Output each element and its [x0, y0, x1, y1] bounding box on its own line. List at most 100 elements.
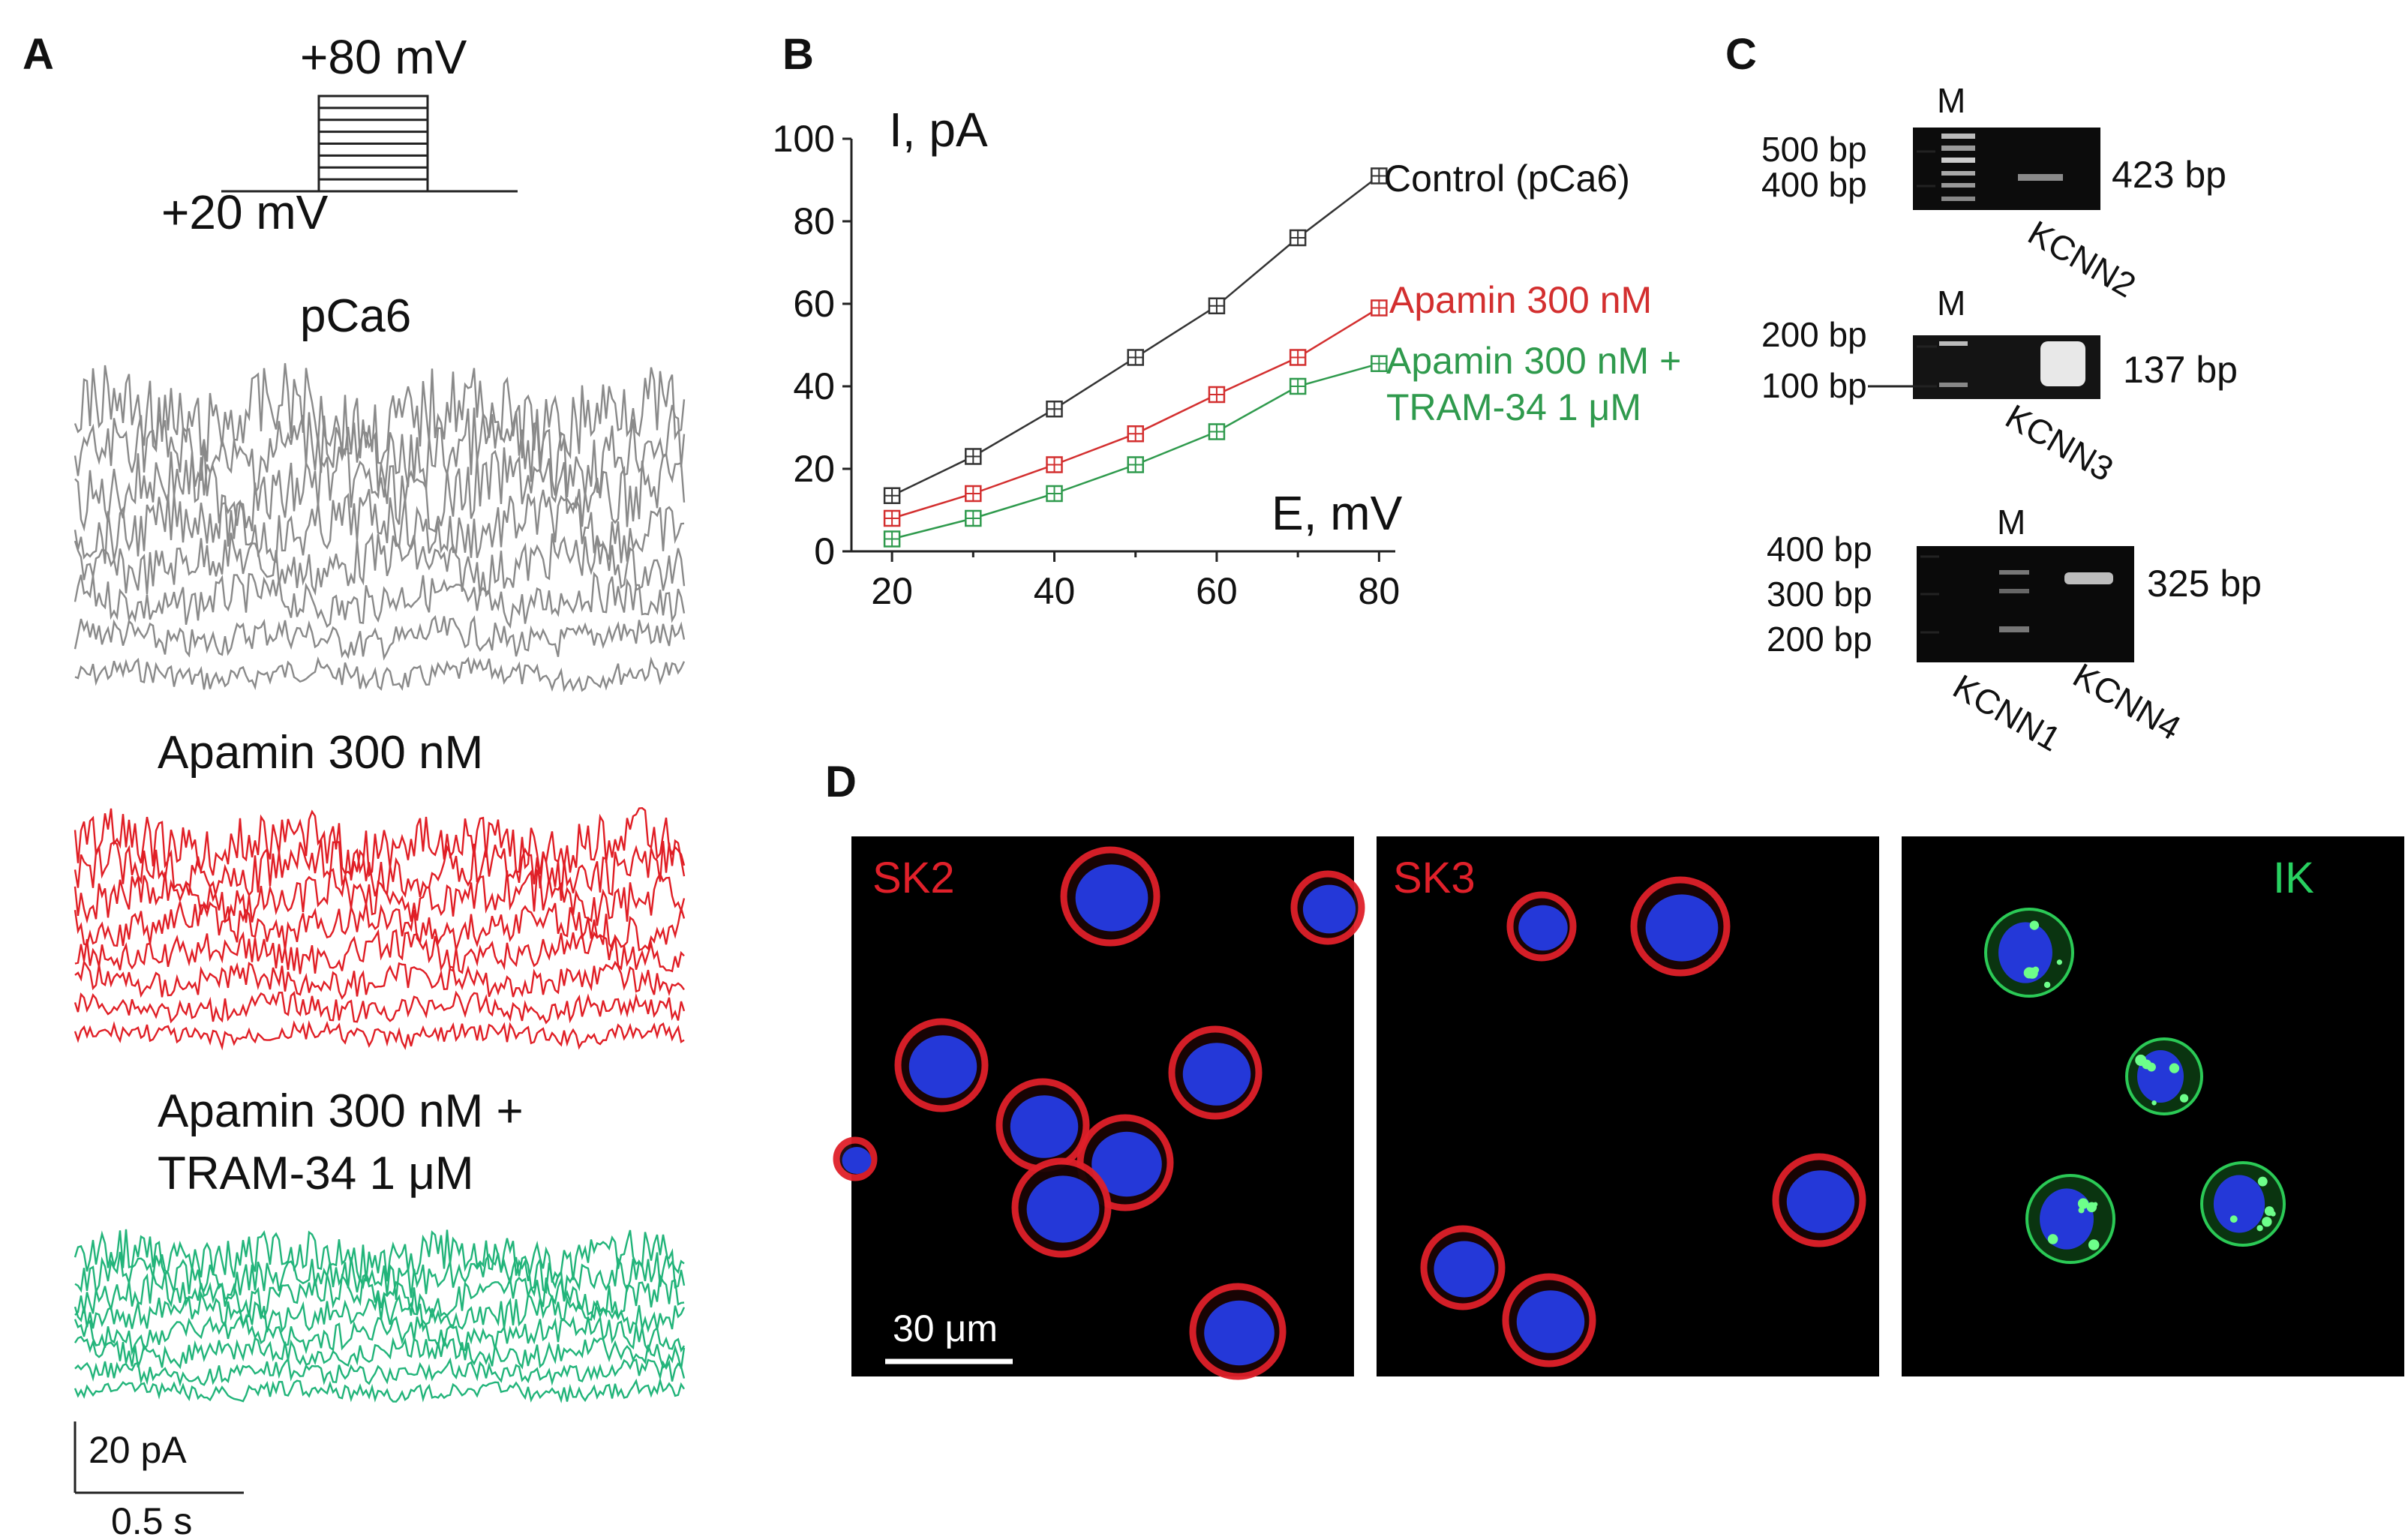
- y-tick-label: 0: [814, 530, 835, 572]
- stain-label: SK2: [872, 854, 955, 902]
- current-trace: [74, 1271, 685, 1321]
- panel-d-label: D: [825, 758, 857, 806]
- micrograph-sk3: SK3: [1377, 836, 1879, 1376]
- current-trace: [74, 1313, 686, 1356]
- cell: [2025, 1174, 2115, 1264]
- current-traces-pca6: [74, 363, 686, 692]
- chart-ticks: 0 20 40 60 80 100 20 40 60 80: [773, 118, 1401, 612]
- y-tick-label: 80: [793, 200, 835, 242]
- y-tick-label: 40: [793, 365, 835, 407]
- pcr-band: [2064, 572, 2113, 584]
- cell: [833, 1136, 878, 1181]
- y-tick-label: 20: [793, 448, 835, 490]
- ladder-label: 100 bp: [1761, 366, 1867, 405]
- x-tick-label: 80: [1359, 570, 1401, 612]
- gene-label: KCNN3: [1999, 397, 2120, 489]
- data-point: [965, 448, 982, 465]
- cell: [1502, 1273, 1596, 1367]
- gel-marker-label: M: [1937, 81, 1965, 120]
- cell: [1420, 1225, 1506, 1310]
- data-point: [1371, 167, 1388, 185]
- data-point: [1127, 349, 1144, 366]
- cell: [995, 1078, 1090, 1172]
- trace-label-apamin-tram-line2: TRAM-34 1 μM: [158, 1148, 474, 1199]
- panel-a-label: A: [23, 30, 54, 79]
- cell: [1772, 1153, 1866, 1247]
- ladder-label: 300 bp: [1767, 575, 1872, 614]
- gel-kcnn2: M 500 bp 400 bp 423 bp KCNN2: [1761, 81, 2226, 305]
- protocol-step-lines: [319, 107, 428, 181]
- scalebar-time-label: 0.5 s: [111, 1500, 192, 1540]
- current-trace: [74, 959, 685, 1000]
- gene-label: KCNN2: [2022, 213, 2142, 305]
- cell: [1060, 846, 1160, 947]
- cell: [1189, 1283, 1287, 1380]
- data-point: [883, 530, 901, 548]
- gel-kcnn3: M 200 bp 100 bp 137 bp KCNN3: [1761, 284, 2238, 489]
- cell: [2200, 1161, 2286, 1247]
- data-point: [965, 509, 982, 527]
- current-trace: [74, 532, 686, 598]
- chart-series: [883, 167, 1388, 548]
- current-trace: [74, 839, 686, 902]
- current-trace: [74, 572, 686, 629]
- protocol-holding-voltage: +20 mV: [161, 185, 329, 239]
- panel-c-label: C: [1725, 30, 1757, 79]
- current-trace: [74, 488, 685, 564]
- data-point: [1208, 423, 1226, 440]
- micrograph-ik: IK: [1902, 836, 2404, 1376]
- ladder-lane: [1941, 134, 1975, 201]
- cell-group: [833, 846, 1365, 1380]
- ladder-label: 200 bp: [1761, 315, 1867, 354]
- data-point: [1046, 456, 1063, 473]
- data-point: [1371, 299, 1388, 317]
- data-point: [1127, 425, 1144, 443]
- panel-a: A +80 mV +20 mV pCa6 Apamin 300 nM Apami…: [23, 30, 686, 1540]
- current-trace: [74, 1247, 686, 1301]
- trace-label-apamin-tram-line1: Apamin 300 nM +: [158, 1085, 524, 1137]
- scalebar-current-label: 20 pA: [89, 1429, 187, 1471]
- series-label-apamin-tram-line1: Apamin 300 nM +: [1386, 340, 1681, 382]
- cell: [1290, 870, 1365, 945]
- panel-d: D SK2 30 μm SK3 IK: [825, 758, 2404, 1380]
- current-trace: [74, 929, 685, 974]
- band-size-label: 137 bp: [2123, 349, 2238, 391]
- pcr-band: [2018, 174, 2063, 181]
- current-trace: [74, 1229, 685, 1283]
- panel-b-label: B: [782, 30, 814, 79]
- current-trace: [74, 1376, 686, 1403]
- iv-chart: 0 20 40 60 80 100 20 40 60 80 I, pA E, mV Control…: [773, 103, 1682, 612]
- micrograph-sk2: SK2 30 μm: [833, 836, 1365, 1380]
- current-trace: [74, 1356, 686, 1387]
- data-point: [1371, 355, 1388, 372]
- current-trace: [74, 868, 686, 926]
- band-size-label: 423 bp: [2112, 154, 2226, 196]
- current-trace: [74, 1335, 686, 1370]
- band-size-label: 325 bp: [2147, 563, 2262, 605]
- current-trace: [74, 1290, 686, 1334]
- current-trace: [74, 806, 686, 878]
- data-point: [1289, 349, 1307, 366]
- x-tick-label: 60: [1196, 570, 1238, 612]
- data-point: [1046, 401, 1063, 418]
- y-tick-label: 60: [793, 283, 835, 325]
- stain-label: IK: [2273, 854, 2314, 902]
- series-label-control: Control (pCa6): [1384, 158, 1630, 200]
- ladder-label: 200 bp: [1767, 620, 1872, 659]
- trace-label-pca6: pCa6: [300, 290, 411, 342]
- micrograph-scalebar-label: 30 μm: [893, 1307, 998, 1349]
- panel-b: B 0 20 40 60 80 100 20 40 60 80 I, pA E, mV Contr…: [773, 30, 1682, 612]
- panel-c: C M 500 bp 400 bp 423 bp KCNN2 M 200 bp …: [1725, 30, 2262, 759]
- y-tick-label: 100: [773, 118, 835, 160]
- gene-label: KCNN4: [2067, 656, 2187, 748]
- gel-image: [1913, 128, 2100, 210]
- data-point: [965, 485, 982, 503]
- cell: [1168, 1025, 1263, 1120]
- current-trace: [74, 656, 686, 692]
- current-traces-apamin: [74, 806, 686, 1051]
- x-tick-label: 20: [871, 570, 913, 612]
- data-point: [1289, 377, 1307, 395]
- data-point: [883, 509, 901, 527]
- y-axis-label: I, pA: [889, 103, 988, 157]
